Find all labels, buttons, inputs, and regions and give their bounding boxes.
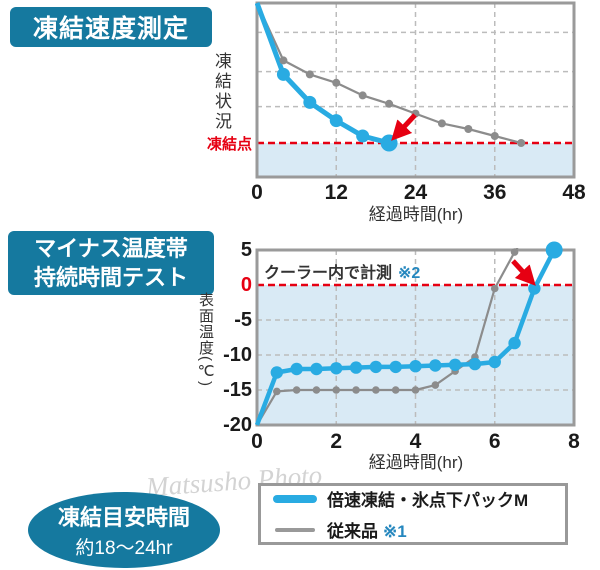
y-tick: -5 [234, 309, 252, 331]
section-title-line1: マイナス温度帯 [34, 236, 188, 261]
x-tick: 24 [403, 181, 428, 204]
cooler-measurement-annotation: クーラー内で計測 ※2 [264, 259, 420, 283]
x-tick: 12 [324, 181, 348, 204]
freezing-point-label: 凍結点 [206, 136, 252, 153]
chart2-x-axis-label: 経過時間(hr) [368, 453, 464, 472]
x-tick: 0 [251, 181, 263, 204]
y-tick: -15 [223, 379, 252, 401]
annotation-text: クーラー内で計測 [264, 265, 393, 282]
section-title-line2: 持続時間テスト [33, 265, 188, 290]
freezing-speed-chart [255, 1, 576, 179]
annotation-note: ※2 [398, 265, 421, 282]
x-tick: 48 [562, 181, 586, 204]
freezing-time-badge: 凍結目安時間 約18〜24hr [28, 492, 220, 568]
sub-zero-duration-chart [255, 241, 576, 427]
conventional-label-text: 従来品 [327, 522, 378, 541]
badge-title: 凍結目安時間 [57, 505, 190, 530]
y-tick: 0 [240, 274, 252, 296]
conventional-label: 従来品 ※1 [327, 517, 407, 542]
y-tick: -20 [223, 414, 252, 436]
x-tick: 2 [330, 430, 343, 453]
x-tick: 4 [409, 430, 422, 453]
y-tick: -10 [223, 344, 252, 366]
x-tick: 0 [251, 430, 263, 453]
x-tick: 36 [483, 181, 507, 204]
chart1-x-axis-label: 経過時間(hr) [368, 205, 464, 224]
chart2-y-axis-label: 表面温度(℃) [197, 292, 214, 387]
badge-value: 約18〜24hr [75, 538, 173, 559]
fast-freeze-line-swatch [273, 494, 317, 503]
x-tick: 6 [488, 430, 501, 453]
chart1-y-axis-label: 凍結状況 [212, 52, 231, 132]
section-title-text: 凍結速度測定 [32, 15, 189, 43]
legend-row-conventional: 従来品 ※1 [273, 517, 565, 542]
section-title-freezing-speed: 凍結速度測定 [10, 7, 212, 47]
section-title-duration-test: マイナス温度帯 持続時間テスト [8, 231, 214, 295]
legend-row-fast-freeze: 倍速凍結・氷点下パックM [273, 486, 565, 511]
fast-freeze-label: 倍速凍結・氷点下パックM [327, 491, 529, 510]
conventional-label-note: ※1 [383, 522, 407, 541]
legend: 倍速凍結・氷点下パックM 従来品 ※1 [258, 483, 568, 545]
x-tick: 8 [568, 430, 580, 453]
conventional-line-swatch [275, 527, 315, 532]
y-tick: 5 [240, 239, 252, 261]
